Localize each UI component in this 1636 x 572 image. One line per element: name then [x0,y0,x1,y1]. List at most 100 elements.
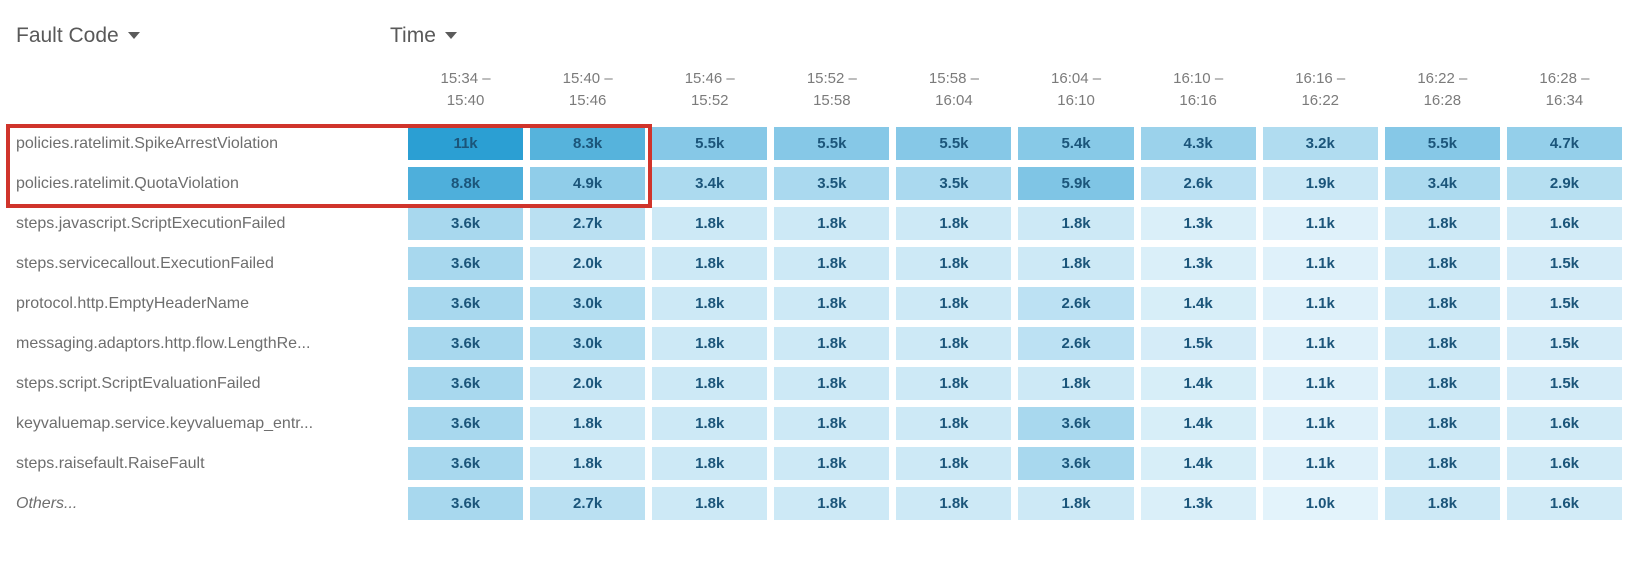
heatmap-cell[interactable]: 1.6k [1506,407,1622,440]
heatmap-cell[interactable]: 1.4k [1140,447,1256,480]
heatmap-cell[interactable]: 1.8k [774,367,890,400]
heatmap-cell[interactable]: 1.8k [1384,287,1500,320]
heatmap-cell[interactable]: 1.1k [1262,247,1378,280]
heatmap-cell[interactable]: 1.8k [530,447,646,480]
heatmap-cell[interactable]: 1.8k [1384,327,1500,360]
heatmap-cell[interactable]: 1.1k [1262,407,1378,440]
time-dimension-dropdown[interactable]: Time [390,24,457,48]
heatmap-cell[interactable]: 1.6k [1506,487,1622,520]
heatmap-cell[interactable]: 3.2k [1262,127,1378,160]
heatmap-cell[interactable]: 1.4k [1140,407,1256,440]
heatmap-cell[interactable]: 1.8k [896,247,1012,280]
heatmap-cell[interactable]: 1.8k [652,367,768,400]
heatmap-cell[interactable]: 1.6k [1506,447,1622,480]
heatmap-cell[interactable]: 8.8k [408,167,524,200]
heatmap-cell[interactable]: 1.8k [652,407,768,440]
heatmap-cell[interactable]: 3.6k [408,247,524,280]
heatmap-cell[interactable]: 2.7k [530,487,646,520]
heatmap-cell[interactable]: 4.7k [1506,127,1622,160]
heatmap-cell[interactable]: 1.8k [774,287,890,320]
heatmap-cell[interactable]: 1.8k [896,447,1012,480]
heatmap-cell[interactable]: 1.3k [1140,487,1256,520]
fault-code-dimension-dropdown[interactable]: Fault Code [16,24,140,48]
heatmap-cell[interactable]: 5.5k [774,127,890,160]
heatmap-cell[interactable]: 1.8k [652,487,768,520]
heatmap-cell[interactable]: 3.6k [408,447,524,480]
heatmap-cell[interactable]: 1.0k [1262,487,1378,520]
heatmap-cell[interactable]: 3.6k [408,287,524,320]
heatmap-cell[interactable]: 1.5k [1140,327,1256,360]
heatmap-cell[interactable]: 1.8k [530,407,646,440]
heatmap-cell[interactable]: 1.1k [1262,327,1378,360]
heatmap-cell[interactable]: 1.8k [652,447,768,480]
heatmap-cell[interactable]: 1.8k [774,327,890,360]
heatmap-cell[interactable]: 1.8k [1384,247,1500,280]
heatmap-cell[interactable]: 3.6k [408,327,524,360]
heatmap-cell[interactable]: 1.8k [1384,407,1500,440]
heatmap-cell[interactable]: 1.8k [1384,207,1500,240]
heatmap-cell[interactable]: 1.4k [1140,287,1256,320]
heatmap-cell[interactable]: 1.8k [774,247,890,280]
heatmap-cell[interactable]: 1.3k [1140,207,1256,240]
heatmap-cell[interactable]: 1.8k [652,327,768,360]
heatmap-cell[interactable]: 5.9k [1018,167,1134,200]
heatmap-cell[interactable]: 3.5k [774,167,890,200]
heatmap-cell[interactable]: 3.4k [652,167,768,200]
heatmap-cell[interactable]: 3.6k [1018,447,1134,480]
heatmap-cell[interactable]: 1.8k [1018,367,1134,400]
heatmap-cell[interactable]: 1.8k [1018,207,1134,240]
heatmap-cell[interactable]: 11k [408,127,524,160]
heatmap-cell[interactable]: 3.6k [408,367,524,400]
heatmap-cell[interactable]: 3.6k [408,207,524,240]
heatmap-cell[interactable]: 1.8k [896,487,1012,520]
heatmap-cell[interactable]: 1.5k [1506,247,1622,280]
heatmap-cell[interactable]: 1.1k [1262,447,1378,480]
heatmap-cell[interactable]: 2.6k [1018,327,1134,360]
heatmap-cell[interactable]: 1.8k [774,447,890,480]
heatmap-cell[interactable]: 1.8k [774,207,890,240]
heatmap-cell[interactable]: 1.4k [1140,367,1256,400]
heatmap-cell[interactable]: 5.4k [1018,127,1134,160]
heatmap-cell[interactable]: 5.5k [652,127,768,160]
heatmap-cell[interactable]: 2.0k [530,247,646,280]
heatmap-cell[interactable]: 1.8k [896,207,1012,240]
heatmap-cell[interactable]: 3.4k [1384,167,1500,200]
heatmap-cell[interactable]: 1.6k [1506,207,1622,240]
heatmap-cell[interactable]: 2.9k [1506,167,1622,200]
heatmap-cell[interactable]: 1.8k [1018,487,1134,520]
heatmap-cell[interactable]: 4.3k [1140,127,1256,160]
heatmap-cell[interactable]: 1.1k [1262,207,1378,240]
heatmap-cell[interactable]: 3.6k [408,487,524,520]
heatmap-cell[interactable]: 1.8k [774,407,890,440]
heatmap-cell[interactable]: 1.8k [1384,367,1500,400]
heatmap-cell[interactable]: 1.3k [1140,247,1256,280]
heatmap-cell[interactable]: 1.8k [1384,487,1500,520]
heatmap-cell[interactable]: 2.6k [1018,287,1134,320]
heatmap-cell[interactable]: 1.5k [1506,367,1622,400]
heatmap-cell[interactable]: 1.8k [1018,247,1134,280]
heatmap-cell[interactable]: 1.8k [896,367,1012,400]
heatmap-cell[interactable]: 3.6k [408,407,524,440]
heatmap-cell[interactable]: 8.3k [530,127,646,160]
heatmap-cell[interactable]: 1.1k [1262,287,1378,320]
heatmap-cell[interactable]: 5.5k [896,127,1012,160]
heatmap-cell[interactable]: 5.5k [1384,127,1500,160]
heatmap-cell[interactable]: 1.8k [652,247,768,280]
heatmap-cell[interactable]: 1.8k [896,287,1012,320]
heatmap-cell[interactable]: 1.8k [1384,447,1500,480]
heatmap-cell[interactable]: 3.5k [896,167,1012,200]
heatmap-cell[interactable]: 3.6k [1018,407,1134,440]
heatmap-cell[interactable]: 2.6k [1140,167,1256,200]
heatmap-cell[interactable]: 2.7k [530,207,646,240]
heatmap-cell[interactable]: 1.8k [896,407,1012,440]
heatmap-cell[interactable]: 4.9k [530,167,646,200]
heatmap-cell[interactable]: 1.8k [896,327,1012,360]
heatmap-cell[interactable]: 2.0k [530,367,646,400]
heatmap-cell[interactable]: 3.0k [530,287,646,320]
heatmap-cell[interactable]: 1.8k [652,287,768,320]
heatmap-cell[interactable]: 1.5k [1506,287,1622,320]
heatmap-cell[interactable]: 1.5k [1506,327,1622,360]
heatmap-cell[interactable]: 1.1k [1262,367,1378,400]
heatmap-cell[interactable]: 1.9k [1262,167,1378,200]
heatmap-cell[interactable]: 3.0k [530,327,646,360]
